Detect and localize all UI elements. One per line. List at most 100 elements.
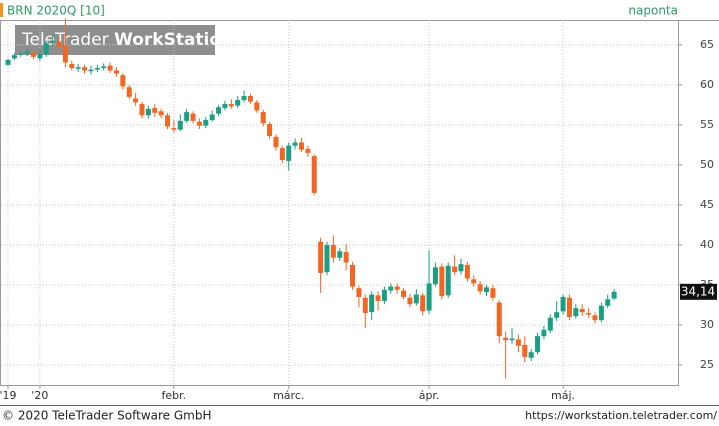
candle-body <box>547 317 553 331</box>
candle-body <box>535 336 541 353</box>
y-tick-label: 50 <box>700 158 714 171</box>
candle-body <box>177 120 183 130</box>
candle-body <box>432 267 438 285</box>
candle-body <box>292 142 298 146</box>
candle-body <box>388 286 394 291</box>
candle-body <box>254 102 260 111</box>
candle-body <box>69 64 75 69</box>
candle-body <box>107 65 113 71</box>
candle-body <box>452 266 458 273</box>
candle-body <box>324 244 330 273</box>
candle-body <box>18 53 24 55</box>
header-marker <box>0 3 3 17</box>
candle-body <box>522 344 528 357</box>
candle-body <box>343 252 349 263</box>
candle-body <box>171 128 177 130</box>
candle-body <box>101 66 107 69</box>
candle-body <box>484 287 489 293</box>
x-tick-label: ápr. <box>419 389 440 402</box>
candle-body <box>209 114 215 121</box>
candle-body <box>566 297 572 317</box>
candle-body <box>43 43 49 55</box>
candle-body <box>496 302 502 337</box>
watermark: TeleTrader WorkStation <box>21 30 233 50</box>
candle-body <box>554 312 560 318</box>
candle-body <box>477 284 483 292</box>
candle-body <box>94 68 100 70</box>
candle-body <box>413 294 419 304</box>
candle-body <box>509 338 515 341</box>
plot: 253035404550556065'19'20febr.márc.ápr.má… <box>0 18 717 402</box>
x-tick-label: '20 <box>31 389 48 402</box>
candle-body <box>247 96 253 102</box>
last-price-label: 34,14 <box>681 284 715 298</box>
candle-body <box>394 286 400 290</box>
candle-body <box>362 297 368 313</box>
candle-body <box>311 156 317 193</box>
last-price-box <box>680 283 717 300</box>
chart-title: BRN 2020Q [10] <box>7 4 105 18</box>
candle-body <box>611 291 617 299</box>
candle-body <box>458 264 464 272</box>
candle-body <box>75 67 81 69</box>
candle-body <box>260 112 266 124</box>
interval-label: naponta <box>628 4 678 18</box>
y-tick-label: 45 <box>700 198 714 211</box>
candle-body <box>471 279 477 284</box>
footer-url: https://workstation.teletrader.com/ <box>525 409 717 422</box>
candle-body <box>375 295 381 301</box>
candle-body <box>82 67 88 71</box>
candle-body <box>356 288 362 297</box>
candle-body <box>56 41 62 47</box>
candle-body <box>426 283 432 311</box>
candle-body <box>528 352 534 358</box>
candle-body <box>31 52 37 57</box>
candle-body <box>592 315 598 321</box>
candle-body <box>573 308 579 317</box>
candle-body <box>337 251 343 258</box>
candle-body <box>113 70 119 74</box>
candle-body <box>228 104 234 107</box>
candle-body <box>464 264 470 279</box>
candle-body <box>190 113 196 121</box>
candle-body <box>133 98 139 103</box>
watermark-text: TeleTrader <box>21 30 109 50</box>
candle-body <box>515 339 521 346</box>
candle-body <box>50 40 56 43</box>
candle-body <box>490 288 496 298</box>
candle-body <box>298 142 304 150</box>
y-tick-label: 25 <box>700 358 714 371</box>
candle-body <box>273 136 279 148</box>
candle-body <box>241 96 247 101</box>
y-tick-label: 65 <box>700 38 714 51</box>
footer-copyright: © 2020 TeleTrader Software GmbH <box>2 409 212 423</box>
candle-body <box>203 120 209 126</box>
candle-body <box>145 108 151 116</box>
candle-body <box>305 148 311 153</box>
candle-body <box>369 294 375 313</box>
candle-body <box>24 51 30 54</box>
candle-body <box>286 145 292 161</box>
candle-body <box>235 100 241 106</box>
y-tick-label: 30 <box>700 318 714 331</box>
candle-body <box>439 266 445 297</box>
candle-body <box>401 290 407 297</box>
candle-body <box>598 305 604 321</box>
x-tick-label: '19 <box>0 389 17 402</box>
candle-body <box>267 124 273 137</box>
candle-body <box>381 289 387 301</box>
candle-body <box>62 45 68 63</box>
candle-body <box>350 264 356 287</box>
candle-body <box>139 104 145 116</box>
candle-body <box>158 111 164 116</box>
candle-body <box>318 241 324 273</box>
candle-body <box>152 108 158 113</box>
candle-body <box>586 312 592 315</box>
candle-body <box>560 296 566 312</box>
candle-body <box>579 308 585 313</box>
candle-body <box>279 148 285 161</box>
x-tick-label: márc. <box>273 389 304 402</box>
candle-body <box>541 329 547 337</box>
y-tick-label: 60 <box>700 78 714 91</box>
